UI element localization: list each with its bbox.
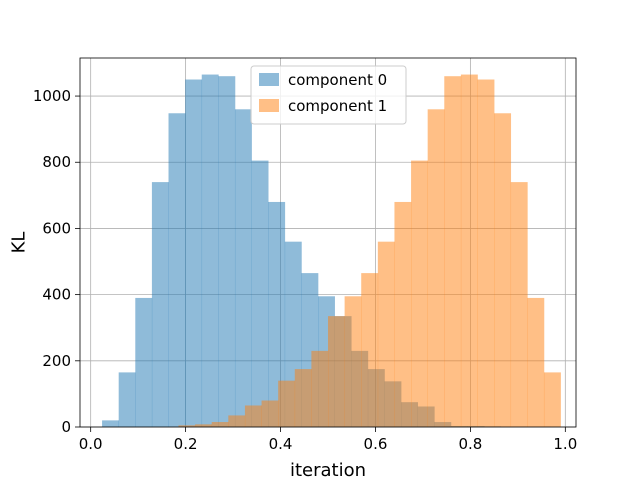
y-axis-label: KL <box>8 232 29 254</box>
histogram-bar-component-1 <box>361 273 379 427</box>
histogram-bar-component-1 <box>460 74 478 427</box>
histogram-bar-component-1 <box>510 182 528 427</box>
legend-swatch-component-0 <box>259 73 279 86</box>
histogram-bar-component-0 <box>102 420 119 427</box>
histogram-bar-component-1 <box>377 241 395 427</box>
legend: component 0 component 1 <box>250 65 407 125</box>
legend-label-component-0: component 0 <box>288 71 387 89</box>
legend-box <box>250 65 407 125</box>
histogram-bar-component-1 <box>178 425 196 427</box>
histogram-bar-component-1 <box>261 400 279 427</box>
histogram-bar-component-0 <box>218 76 236 428</box>
histogram-bar-component-1 <box>394 201 412 427</box>
histogram-bar-component-1 <box>427 109 445 428</box>
x-tick-label: 0.0 <box>79 435 103 453</box>
histogram-bar-component-1 <box>344 296 362 427</box>
y-tick-label: 0 <box>61 418 71 436</box>
histogram-bar-component-1 <box>195 424 213 427</box>
axes-frame <box>79 57 577 428</box>
x-tick-label: 0.8 <box>458 435 482 453</box>
histogram-bar-component-1 <box>228 415 246 427</box>
histogram-bar-component-0 <box>201 74 219 427</box>
histogram-bar-component-1 <box>543 372 561 427</box>
histogram-bar-component-0 <box>168 113 186 427</box>
histogram-bar-component-1 <box>328 316 345 427</box>
histogram-bar-component-1 <box>444 76 462 428</box>
x-tick-label: 0.4 <box>269 435 293 453</box>
legend-swatch-component-1 <box>259 99 279 112</box>
x-tick-label: 0.2 <box>174 435 198 453</box>
y-tick-label: 800 <box>42 153 71 171</box>
histogram-bar-component-1 <box>494 113 512 427</box>
histogram-bar-component-0 <box>251 160 269 428</box>
histogram-bar-component-1 <box>211 422 229 427</box>
histogram-bar-component-1 <box>527 297 545 427</box>
histogram-bar-component-0 <box>234 109 252 428</box>
bars <box>102 74 561 428</box>
histogram-bar-component-0 <box>118 372 136 427</box>
histogram-bar-component-1 <box>311 350 329 427</box>
y-tick-label: 200 <box>42 352 71 370</box>
y-tick-label: 600 <box>42 219 71 237</box>
histogram-bar-component-1 <box>278 380 296 427</box>
histogram-bar-component-1 <box>477 79 495 428</box>
histogram-bar-component-0 <box>268 201 286 427</box>
histogram-bar-component-1 <box>411 160 428 428</box>
x-axis-label: iteration <box>290 460 366 480</box>
histogram-bar-component-0 <box>135 297 153 427</box>
y-tick-label: 400 <box>42 286 71 304</box>
histogram-bar-component-0 <box>151 182 169 427</box>
x-axis: 0.0 0.2 0.4 0.6 0.8 1.0 <box>79 427 577 453</box>
x-tick-label: 0.6 <box>364 435 388 453</box>
histogram-bar-component-1 <box>294 369 312 427</box>
y-axis: 0 200 400 600 800 1000 <box>33 87 80 436</box>
histogram-bar-component-1 <box>244 405 262 427</box>
histogram-bar-component-0 <box>185 79 203 428</box>
x-tick-label: 1.0 <box>553 435 577 453</box>
y-tick-label: 1000 <box>33 87 71 105</box>
legend-label-component-1: component 1 <box>288 97 387 115</box>
